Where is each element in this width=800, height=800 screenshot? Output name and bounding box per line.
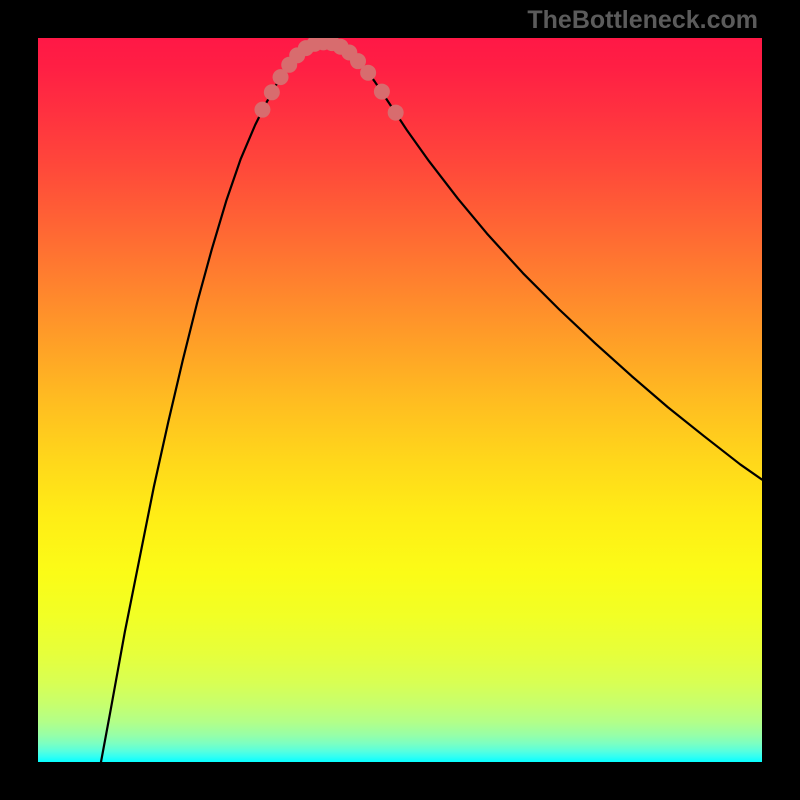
plot-area: [38, 38, 762, 762]
watermark-text: TheBottleneck.com: [527, 6, 758, 35]
chart-container: TheBottleneck.com: [0, 0, 800, 800]
gradient-background: [38, 38, 762, 762]
